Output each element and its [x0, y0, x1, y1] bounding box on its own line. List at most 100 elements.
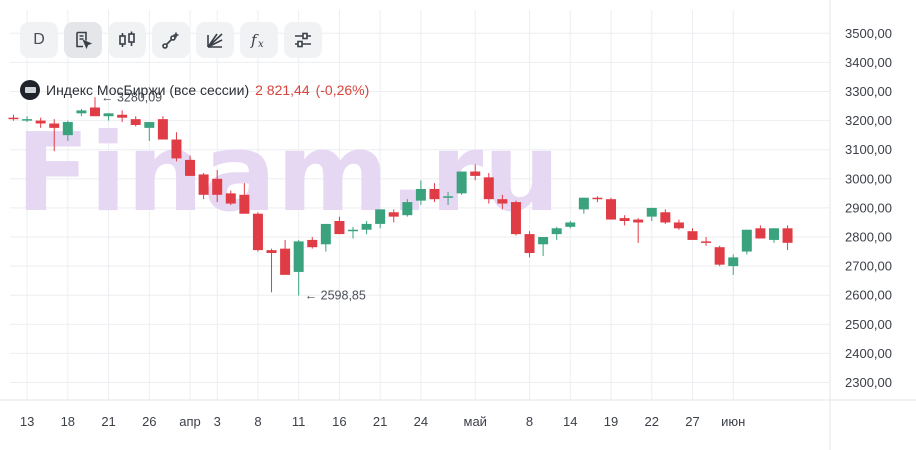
candle-body [320, 223, 331, 245]
candle [117, 110, 128, 123]
date-tick-label: 8 [254, 414, 261, 429]
candle-body [212, 178, 223, 195]
candle [62, 120, 73, 141]
candle [619, 215, 630, 226]
candle [483, 172, 494, 204]
candle-body [497, 199, 508, 204]
fibonacci-button[interactable] [196, 22, 234, 58]
instrument-title: Индекс МосБиржи (все сессии) [46, 82, 250, 98]
candle [497, 194, 508, 210]
fx-icon: f x [250, 31, 264, 50]
candle [266, 248, 277, 293]
candle-body [673, 222, 684, 229]
candle [768, 228, 779, 243]
candle [728, 254, 739, 275]
candle [701, 237, 712, 246]
date-tick-label: 14 [563, 414, 577, 429]
candle [49, 119, 60, 152]
candle-body [375, 209, 386, 224]
date-axis[interactable]: 13 18 21 26 апр 3 8 11 16 21 24 май 8 14 19 22 27 июн [20, 414, 745, 429]
price-change: (-0,26%) [315, 82, 370, 98]
candle-body [103, 113, 114, 117]
candle [8, 114, 19, 121]
indicators-button[interactable]: f x [240, 22, 278, 58]
candle [470, 164, 481, 181]
candle-body [510, 202, 521, 235]
date-tick-label: 18 [61, 414, 75, 429]
fib-fan-icon [207, 33, 223, 48]
candle-body [225, 193, 236, 204]
candle [320, 223, 331, 252]
price-tick-label: 3300,00 [845, 84, 892, 99]
candle [334, 216, 345, 235]
candle-body [348, 229, 358, 232]
candle [633, 218, 644, 243]
chart-type-button[interactable] [108, 22, 146, 58]
date-tick-label: июн [721, 414, 745, 429]
candle [565, 221, 576, 229]
price-tick-label: 3500,00 [845, 26, 892, 41]
price-tick-label: 2400,00 [845, 346, 892, 361]
candle [171, 132, 182, 162]
candle [646, 207, 657, 222]
sliders-icon [295, 32, 311, 48]
candle [198, 172, 209, 200]
candle [293, 239, 304, 296]
candle-body [728, 257, 739, 267]
candle [388, 209, 399, 223]
candle [551, 226, 562, 240]
candle [35, 117, 46, 128]
candle-body [388, 212, 399, 217]
settings-button[interactable] [284, 22, 322, 58]
extreme-price-label: ← 2598,85 [305, 289, 366, 303]
candle [212, 170, 223, 203]
candle-body [660, 212, 671, 223]
candle-body [456, 171, 467, 194]
candle [755, 225, 766, 239]
candle [89, 97, 100, 117]
candle-body [171, 139, 182, 159]
candle-body [62, 122, 73, 136]
interval-button[interactable]: D [20, 22, 58, 58]
candle [225, 190, 236, 205]
candle-body [687, 231, 698, 240]
candle-body [266, 250, 277, 254]
candle [782, 225, 793, 251]
candle [538, 237, 549, 256]
candle-body [524, 234, 535, 254]
line-plus-icon [162, 32, 179, 49]
date-tick-label: 8 [526, 414, 533, 429]
candle-body [782, 228, 793, 243]
price-tick-label: 2700,00 [845, 259, 892, 274]
candle [239, 183, 250, 214]
order-button[interactable] [64, 22, 102, 58]
drawing-tools-button[interactable] [152, 22, 190, 58]
candle [157, 116, 168, 140]
date-tick-label: 16 [332, 414, 346, 429]
candle-body [483, 177, 494, 200]
candle-body [130, 119, 141, 125]
price-annotations: ← 3280,09 ← 2598,85 [101, 90, 366, 302]
candle [660, 209, 671, 224]
candle-body [443, 196, 454, 198]
candle [22, 116, 33, 123]
candle-body [185, 159, 196, 176]
price-axis[interactable]: 3500,00 3400,00 3300,00 3200,00 3100,00 3000,… [845, 26, 892, 390]
candles-icon [119, 31, 135, 47]
candle [252, 212, 263, 252]
price-tick-label: 3400,00 [845, 55, 892, 70]
candle-body [768, 228, 779, 240]
candle [402, 199, 413, 217]
candle-body [592, 197, 603, 200]
candle [415, 180, 426, 205]
candle [375, 209, 386, 229]
candle-body [293, 241, 304, 272]
interval-label: D [33, 31, 45, 48]
order-pointer-icon [76, 31, 93, 50]
price-tick-label: 3200,00 [845, 113, 892, 128]
candle-body [198, 174, 209, 195]
candle-body [307, 239, 318, 248]
candle [456, 171, 467, 195]
candle-body [361, 223, 372, 230]
